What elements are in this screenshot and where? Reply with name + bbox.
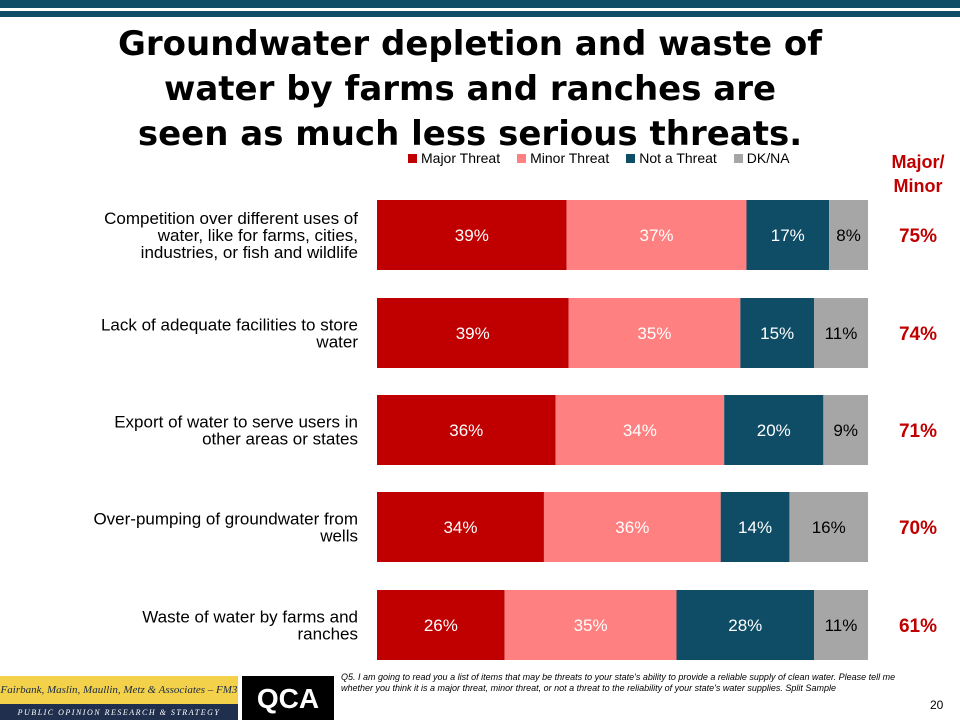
legend-item-dkna: DK/NA	[733, 150, 790, 166]
bar-segment	[543, 492, 721, 562]
qca-logo-text: QCA	[257, 683, 319, 714]
data-label: 35%	[637, 324, 671, 343]
data-label: 39%	[456, 324, 490, 343]
bar-segment	[504, 590, 677, 660]
category-label: Waste of water by farms and	[142, 608, 358, 627]
qca-logo: QCA	[242, 676, 334, 720]
bar-segment	[829, 200, 868, 270]
chart-legend: Major Threat Minor Threat Not a Threat D…	[408, 150, 807, 166]
legend-swatch-major	[408, 153, 417, 163]
legend-item-not: Not a Threat	[626, 150, 717, 166]
bar-segment	[377, 298, 569, 368]
legend-item-minor: Minor Threat	[517, 150, 609, 166]
category-label: ranches	[298, 625, 358, 644]
legend-label-minor: Minor Threat	[530, 150, 610, 166]
major-minor-header: Major/ Minor	[876, 150, 960, 198]
bar-segment	[566, 200, 747, 270]
bar-segment	[720, 492, 790, 562]
data-label: 9%	[833, 421, 858, 440]
legend-swatch-minor	[517, 153, 527, 163]
data-label: 11%	[825, 324, 858, 343]
bar-segment	[740, 298, 814, 368]
category-label: industries, or fish and wildlife	[141, 243, 358, 262]
data-label: 8%	[836, 226, 861, 245]
data-label: 28%	[728, 616, 762, 635]
bar-segment	[377, 492, 544, 562]
bar-segment	[823, 395, 868, 465]
top-accent-bar-thin	[0, 11, 960, 17]
data-label: 35%	[574, 616, 608, 635]
data-label: 36%	[449, 421, 483, 440]
title-line-1: Groundwater depletion and waste of	[117, 24, 823, 64]
data-label: 26%	[424, 616, 458, 635]
data-label: 16%	[812, 518, 846, 537]
qca-logo-mark: QCA	[257, 683, 319, 714]
legend-item-major: Major Threat	[408, 150, 500, 166]
category-label: wells	[319, 527, 358, 546]
data-label: 37%	[640, 226, 674, 245]
category-label: water	[315, 333, 358, 352]
data-label: 17%	[771, 226, 805, 245]
legend-swatch-dkna	[733, 153, 743, 163]
major-minor-header-line1: Major/	[891, 152, 945, 172]
question-footnote: Q5. I am going to read you a list of ite…	[341, 672, 896, 693]
data-label: 14%	[738, 518, 772, 537]
data-label: 15%	[760, 324, 794, 343]
data-label: 36%	[615, 518, 649, 537]
bar-segment	[789, 492, 868, 562]
bar-segment	[377, 590, 505, 660]
category-label: Export of water to serve users in	[114, 413, 358, 432]
bar-segment	[813, 298, 868, 368]
fm3-logo: Fairbank, Maslin, Maullin, Metz & Associ…	[0, 676, 238, 720]
legend-label-dkna: DK/NA	[746, 150, 790, 166]
category-label: Lack of adequate facilities to store	[101, 316, 358, 335]
bar-segment	[377, 200, 567, 270]
top-accent-bar	[0, 0, 960, 8]
data-label: 34%	[623, 421, 657, 440]
data-label: 20%	[757, 421, 791, 440]
bar-segment	[813, 590, 868, 660]
category-label: water, like for farms, cities,	[157, 226, 358, 245]
data-label: 11%	[825, 616, 858, 635]
major-minor-total: 70%	[899, 518, 937, 539]
major-minor-total: 74%	[899, 324, 937, 345]
legend-label-major: Major Threat	[421, 150, 501, 166]
title-line-2: water by farms and ranches are	[163, 69, 777, 109]
category-label: Competition over different uses of	[104, 209, 358, 228]
major-minor-total: 71%	[899, 421, 937, 442]
bar-segment	[724, 395, 824, 465]
fm3-logo-tagline: PUBLIC OPINION RESEARCH & STRATEGY	[0, 704, 238, 720]
bar-segment	[676, 590, 814, 660]
bar-segment	[377, 395, 556, 465]
major-minor-total: 75%	[899, 226, 937, 247]
bar-segment	[568, 298, 741, 368]
major-minor-header-line2: Minor	[893, 176, 943, 196]
fm3-logo-name: Fairbank, Maslin, Maullin, Metz & Associ…	[0, 676, 238, 704]
bar-segment	[746, 200, 830, 270]
title-line-3: seen as much less serious threats.	[137, 114, 803, 154]
page-number: 20	[930, 698, 944, 712]
major-minor-total: 61%	[899, 616, 937, 637]
data-label: 34%	[443, 518, 477, 537]
legend-swatch-not	[626, 153, 636, 163]
data-label: 39%	[455, 226, 489, 245]
page-title: Groundwater depletion and waste of water…	[40, 22, 900, 157]
legend-label-not: Not a Threat	[639, 150, 717, 166]
bar-segment	[555, 395, 725, 465]
category-label: Over-pumping of groundwater from	[93, 510, 358, 529]
category-label: other areas or states	[202, 430, 358, 449]
